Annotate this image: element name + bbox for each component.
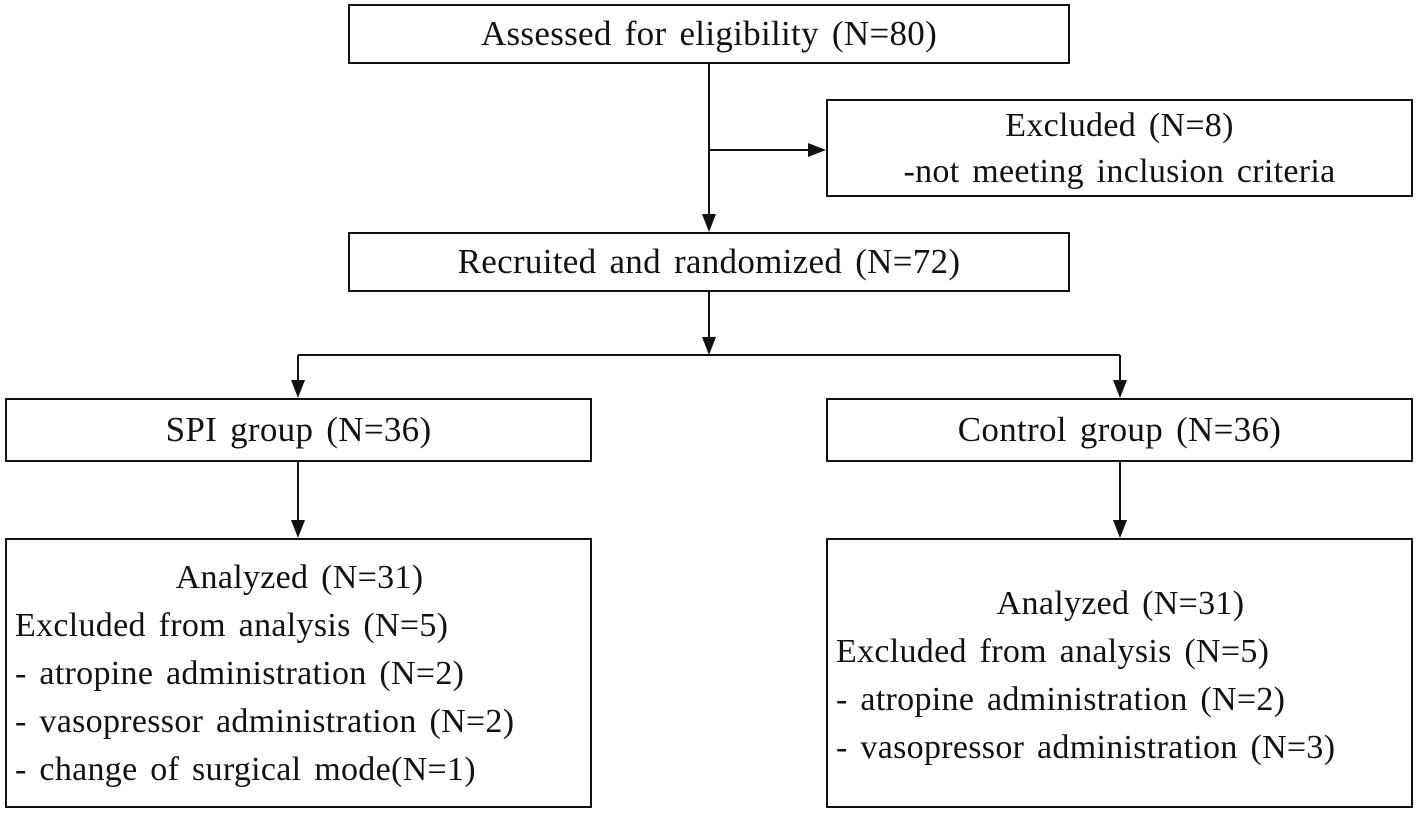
control-exclusion-reason: - atropine administration (N=2) (836, 681, 1286, 718)
control-group-label: Control group (N=36) (957, 410, 1282, 449)
box-excluded: Excluded (N=8) -not meeting inclusion cr… (826, 99, 1413, 197)
control-excluded-from-analysis: Excluded from analysis (N=5) (836, 633, 1270, 670)
spi-exclusion-reason: - change of surgical mode(N=1) (15, 751, 476, 788)
assessed-eligibility-label: Assessed for eligibility (N=80) (480, 14, 938, 53)
spi-excluded-from-analysis: Excluded from analysis (N=5) (15, 607, 449, 644)
arrow-assessed-to-recruited (702, 64, 716, 232)
control-analyzed-title: Analyzed (N=31) (996, 585, 1245, 622)
arrow-branch-to-excluded (709, 143, 826, 157)
box-control-group: Control group (N=36) (826, 398, 1413, 462)
control-exclusion-reason: - vasopressor administration (N=3) (836, 729, 1336, 766)
spi-analyzed-title: Analyzed (N=31) (175, 559, 424, 596)
box-control-analyzed: Analyzed (N=31) Excluded from analysis (… (826, 538, 1413, 808)
arrow-split-to-control-group (1113, 355, 1127, 398)
box-recruited-randomized: Recruited and randomized (N=72) (348, 232, 1070, 292)
box-spi-group: SPI group (N=36) (5, 398, 592, 462)
box-assessed-eligibility: Assessed for eligibility (N=80) (348, 4, 1070, 64)
spi-exclusion-reason: - atropine administration (N=2) (15, 655, 465, 692)
arrow-split-to-spi-group (291, 355, 305, 398)
recruited-randomized-label: Recruited and randomized (N=72) (457, 242, 961, 281)
excluded-reason: -not meeting inclusion criteria (903, 153, 1336, 190)
spi-group-label: SPI group (N=36) (165, 410, 432, 449)
arrow-spi-to-analyzed (291, 462, 305, 538)
excluded-title: Excluded (N=8) (1005, 107, 1234, 144)
spi-exclusion-reason: - vasopressor administration (N=2) (15, 703, 515, 740)
arrow-recruited-to-split (702, 292, 716, 355)
box-spi-analyzed: Analyzed (N=31) Excluded from analysis (… (5, 538, 592, 808)
arrow-control-to-analyzed (1113, 462, 1127, 538)
